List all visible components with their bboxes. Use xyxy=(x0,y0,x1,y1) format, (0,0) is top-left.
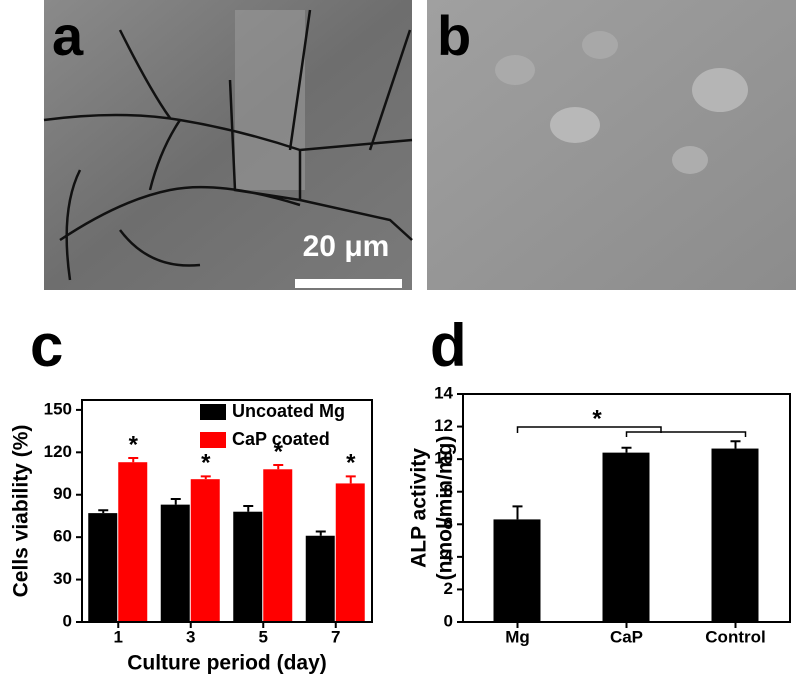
error-bar xyxy=(315,530,326,536)
bar xyxy=(233,511,263,622)
y-tick-label: 0 xyxy=(444,611,453,630)
x-tick-label: Mg xyxy=(505,627,530,646)
bar xyxy=(88,513,118,622)
significance-bracket xyxy=(516,426,747,437)
y-tick-label: 2 xyxy=(444,579,453,598)
y-axis-label: (nmol/min/mg) xyxy=(434,436,457,581)
x-axis-label: Culture period (day) xyxy=(127,652,327,675)
significance-label: * xyxy=(274,438,284,465)
bar xyxy=(118,462,148,622)
y-tick-label: 30 xyxy=(53,569,72,588)
sem-image-a xyxy=(43,0,413,290)
y-tick-label: 14 xyxy=(434,383,453,402)
bar xyxy=(305,535,335,622)
panel-label: a xyxy=(52,4,84,67)
y-tick-label: 10 xyxy=(434,449,453,468)
bar xyxy=(335,483,365,622)
x-tick-label: 5 xyxy=(259,627,268,646)
error-bar xyxy=(730,440,741,449)
legend-swatch xyxy=(200,432,226,448)
y-axis-label: Cells viability (%) xyxy=(10,425,33,598)
scale-bar xyxy=(295,279,402,288)
y-axis-label: ALP activity xyxy=(408,448,431,568)
scale-bar-label: 20 μm xyxy=(303,230,390,263)
bar xyxy=(190,479,220,622)
error-bar xyxy=(98,509,109,514)
y-tick-label: 12 xyxy=(434,416,453,435)
sem-image-b xyxy=(427,0,796,290)
panel-label: d xyxy=(430,312,467,379)
panel-label: b xyxy=(437,4,471,67)
y-tick-label: 150 xyxy=(44,399,72,418)
plot-frame xyxy=(81,399,373,623)
significance-label: * xyxy=(592,405,602,432)
bar xyxy=(493,519,541,622)
error-bar xyxy=(200,475,211,480)
y-tick-label: 6 xyxy=(444,514,453,533)
significance-label: * xyxy=(129,431,139,458)
x-tick-label: 1 xyxy=(114,627,123,646)
y-tick-label: 120 xyxy=(44,442,72,461)
legend-label: Uncoated Mg xyxy=(232,401,345,421)
plot-frame xyxy=(462,393,791,623)
x-tick-label: Control xyxy=(705,627,765,646)
y-tick-label: 4 xyxy=(444,546,454,565)
error-bar xyxy=(273,464,284,470)
bar xyxy=(160,504,190,622)
x-tick-label: 7 xyxy=(331,627,340,646)
significance-label: * xyxy=(346,450,356,477)
x-tick-label: CaP xyxy=(610,627,643,646)
error-bar xyxy=(243,505,254,512)
error-bar xyxy=(345,475,356,484)
x-tick-label: 3 xyxy=(186,627,195,646)
y-tick-label: 60 xyxy=(53,527,72,546)
panel-label: c xyxy=(30,312,63,379)
y-tick-label: 8 xyxy=(444,481,453,500)
y-tick-label: 90 xyxy=(53,484,72,503)
legend-swatch xyxy=(200,404,226,420)
significance-label: * xyxy=(201,450,211,477)
error-bar xyxy=(170,497,181,505)
error-bar xyxy=(128,456,139,463)
y-tick-label: 0 xyxy=(63,611,72,630)
bar xyxy=(263,469,293,622)
bar xyxy=(711,448,759,622)
error-bar xyxy=(621,446,632,453)
legend-label: CaP coated xyxy=(232,429,330,449)
error-bar xyxy=(512,505,523,520)
bar xyxy=(602,452,650,622)
